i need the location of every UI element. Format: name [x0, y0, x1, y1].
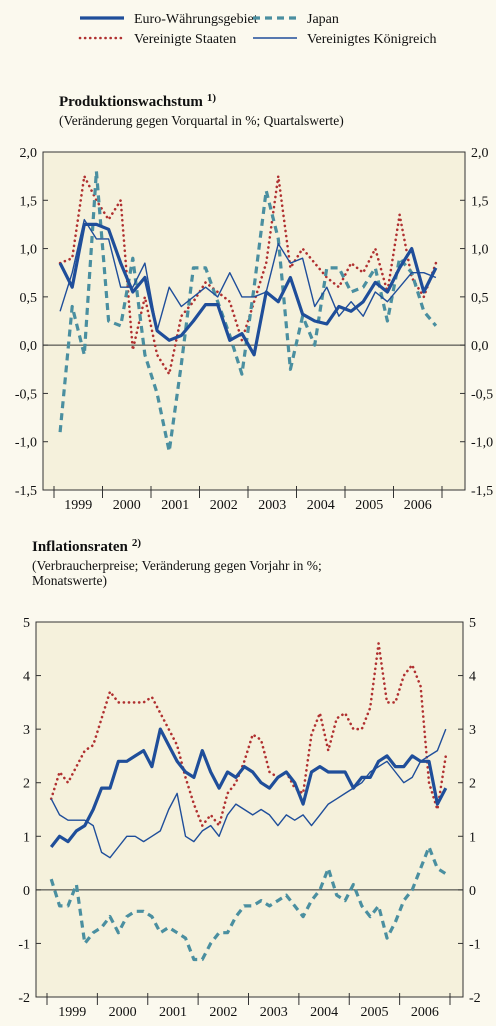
chart-title: Produktionswachstum 1): [59, 92, 216, 110]
y-tick-label: 0,5: [20, 291, 38, 306]
series-line: [49, 727, 448, 848]
x-tick-label: 2001: [161, 498, 189, 513]
series-line: [58, 222, 438, 357]
y2-tick-label: -0,5: [471, 387, 493, 402]
y-tick-label: -0,5: [15, 387, 37, 402]
y2-tick-label: 2: [469, 777, 476, 792]
x-tick-label: 2001: [159, 1005, 187, 1020]
title-note: 1): [207, 92, 217, 104]
y-tick-label: 2: [23, 777, 30, 792]
subtitle: (Verbraucherpreise; Veränderung gegen Vo…: [32, 558, 322, 573]
subtitle: (Veränderung gegen Vorquartal in %; Quar…: [59, 113, 344, 128]
y2-tick-label: 0,5: [471, 291, 489, 306]
x-tick-label: 2002: [209, 1005, 237, 1020]
legend-label: Japan: [307, 12, 339, 27]
y2-tick-label: -2: [469, 991, 481, 1006]
x-tick-label: 2002: [210, 498, 238, 513]
x-tick-label: 2005: [355, 498, 383, 513]
x-tick-label: 2006: [411, 1005, 439, 1020]
y2-tick-label: -1,0: [471, 436, 493, 451]
x-tick-label: 2003: [258, 498, 286, 513]
legend-label: Vereinigte Staaten: [134, 32, 236, 47]
y-tick-label: 1,5: [20, 194, 38, 209]
series-line: [49, 845, 447, 962]
y2-tick-label: 0,0: [471, 339, 489, 354]
x-tick-label: 2000: [113, 498, 141, 513]
x-tick-label: 2004: [310, 1005, 338, 1020]
y-tick-label: 5: [23, 616, 30, 631]
x-tick-label: 2000: [109, 1005, 137, 1020]
y-tick-label: 0: [23, 884, 30, 899]
y-tick-label: -2: [18, 991, 30, 1006]
legend-label: Vereinigtes Königreich: [307, 32, 436, 47]
series-line: [59, 218, 437, 332]
series-line: [58, 169, 438, 453]
x-tick-label: 2004: [307, 498, 335, 513]
x-tick-label: 1999: [58, 1005, 86, 1020]
y-tick-label: 4: [23, 670, 30, 685]
y-tick-label: 1,0: [20, 243, 38, 258]
y2-tick-label: 1: [469, 830, 476, 845]
series-line: [58, 174, 438, 376]
x-tick-label: 2003: [260, 1005, 288, 1020]
plot-area: [42, 151, 466, 491]
subtitle: Monatswerte): [32, 573, 107, 588]
y-tick-label: -1,0: [15, 436, 37, 451]
x-tick-label: 2005: [360, 1005, 388, 1020]
title-text: Produktionswachstum: [59, 94, 203, 110]
title-note: 2): [132, 537, 142, 549]
y2-tick-label: -1: [469, 937, 481, 952]
title-text: Inflationsraten: [32, 539, 128, 555]
series-line: [50, 728, 447, 859]
y2-tick-label: -1,5: [471, 484, 493, 499]
y2-tick-label: 3: [469, 723, 476, 738]
y-tick-label: 0,0: [20, 339, 38, 354]
chart-title: Inflationsraten 2): [32, 537, 141, 555]
legend-label: Euro-Währungsgebiet: [134, 12, 258, 27]
x-tick-label: 2006: [404, 498, 432, 513]
series-line: [49, 642, 448, 827]
y-tick-label: 3: [23, 723, 30, 738]
y2-tick-label: 1,5: [471, 194, 489, 209]
y2-tick-label: 5: [469, 616, 476, 631]
y-tick-label: -1,5: [15, 484, 37, 499]
y2-tick-label: 2,0: [471, 146, 489, 161]
y2-tick-label: 4: [469, 670, 476, 685]
y-tick-label: 1: [23, 830, 30, 845]
y2-tick-label: 1,0: [471, 243, 489, 258]
y2-tick-label: 0: [469, 884, 476, 899]
y-tick-label: 2,0: [20, 146, 38, 161]
y-tick-label: -1: [18, 937, 30, 952]
x-tick-label: 1999: [64, 498, 92, 513]
plot-area: [35, 621, 464, 998]
